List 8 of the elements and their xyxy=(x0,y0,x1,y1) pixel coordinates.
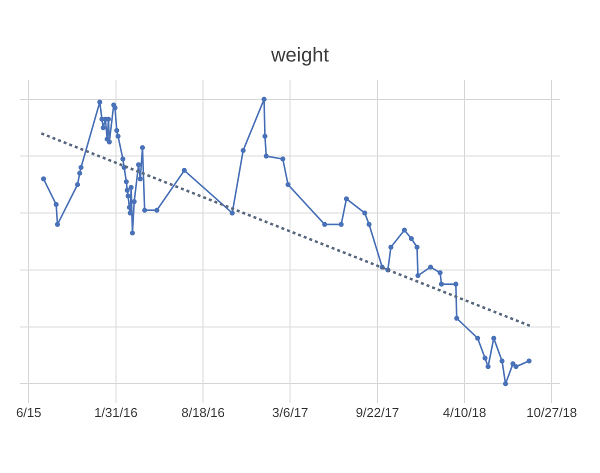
x-tick-label: 4/10/18 xyxy=(442,405,486,420)
x-tick-label: 3/6/17 xyxy=(272,405,308,420)
x-tick-label: 8/18/16 xyxy=(181,405,225,420)
chart-title: weight xyxy=(270,44,330,66)
x-tick-label: 6/15 xyxy=(16,405,42,420)
x-tick-label: 10/27/18 xyxy=(526,405,578,420)
x-tick-label: 9/22/17 xyxy=(356,405,400,420)
x-tick-label: 1/31/16 xyxy=(94,405,138,420)
